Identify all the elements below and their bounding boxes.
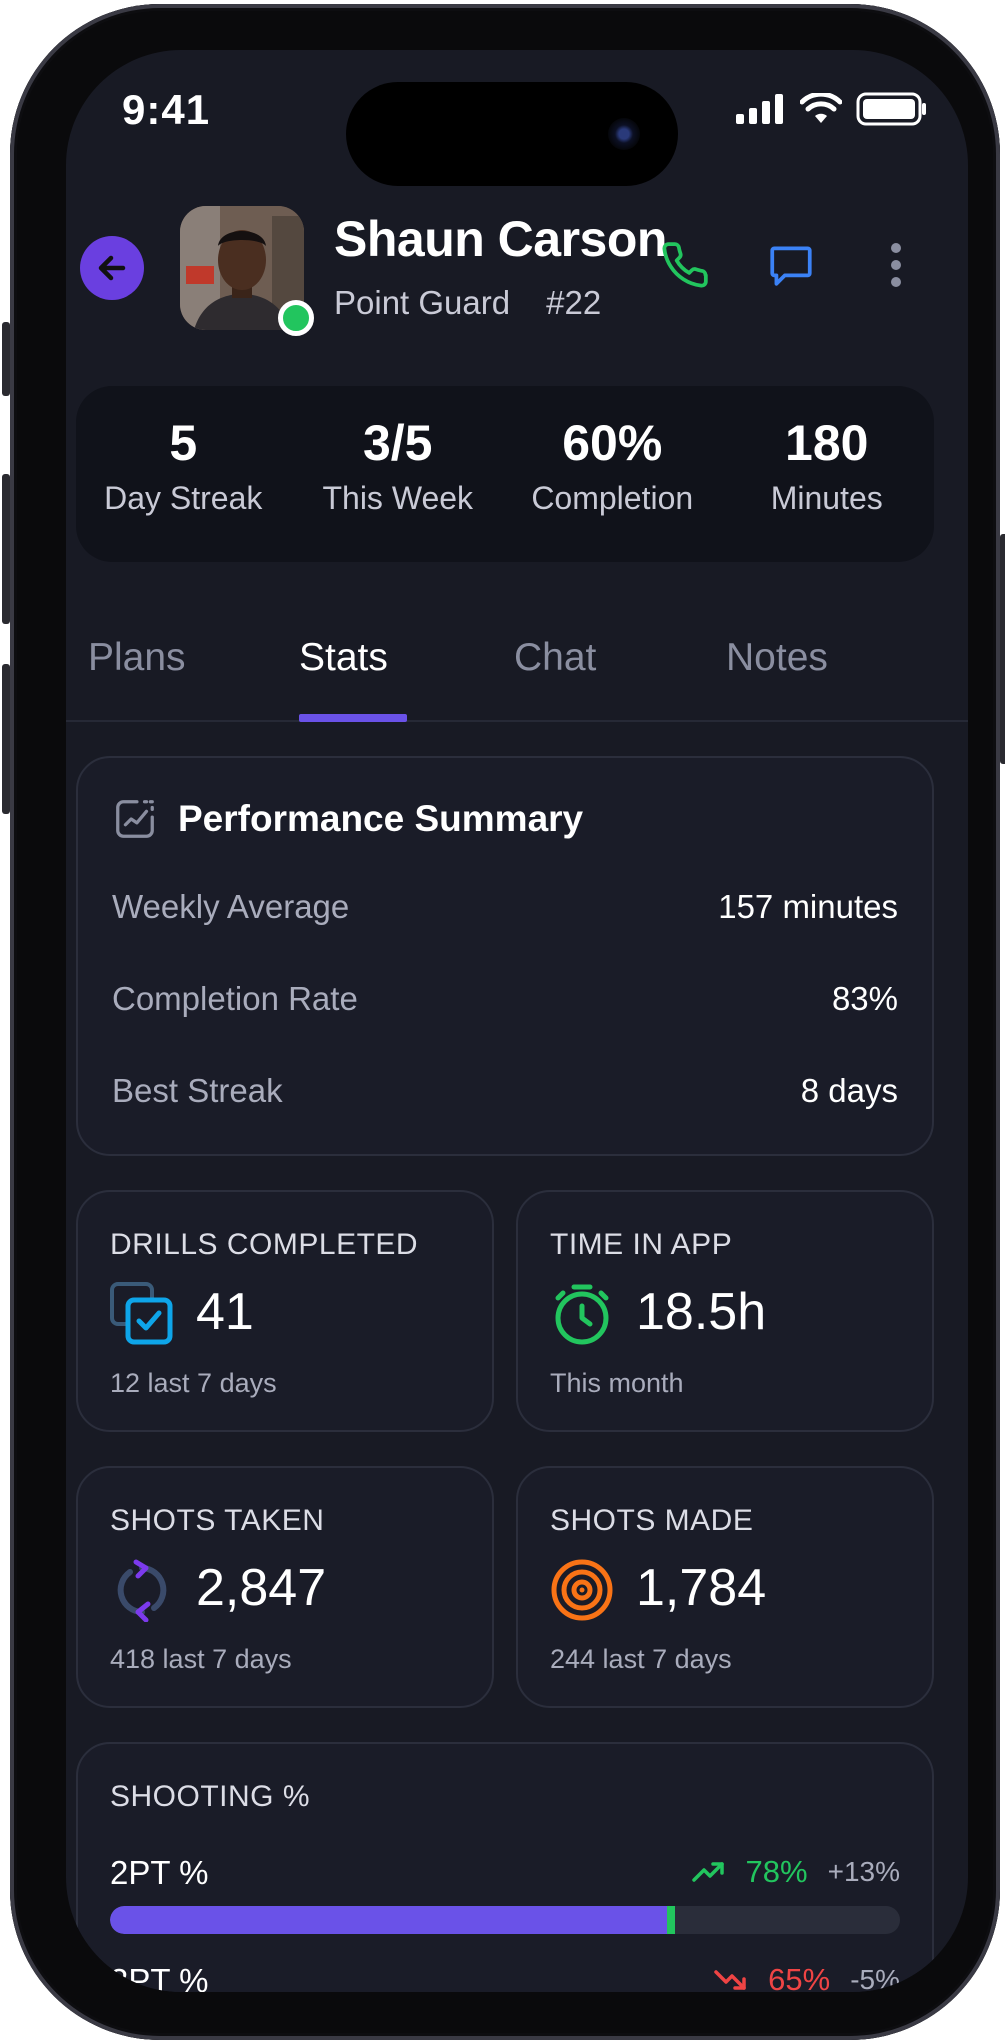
camera-icon xyxy=(608,118,640,150)
stat-value: 180 xyxy=(785,415,869,471)
shooting-row-label: 3PT % xyxy=(110,1962,209,1992)
shooting-progress-tip xyxy=(666,1906,675,1934)
shooting-progress-bar xyxy=(110,1906,900,1934)
drills-completed-card: DRILLS COMPLETED 41 12 last 7 days xyxy=(76,1190,494,1432)
silent-switch xyxy=(2,322,10,396)
trending-down-icon xyxy=(714,1970,746,1990)
metric-label: SHOTS TAKEN xyxy=(110,1504,325,1537)
signal-icon xyxy=(736,94,783,124)
stat-label: Day Streak xyxy=(104,480,263,516)
perf-label: Completion Rate xyxy=(112,980,358,1017)
summary-stats: 5 Day Streak 3/5 This Week 60% Completio… xyxy=(76,386,934,562)
metric-sub: 244 last 7 days xyxy=(550,1644,732,1674)
shots-taken-card: SHOTS TAKEN 2,847 418 last 7 days xyxy=(76,1466,494,1708)
shooting-row-stats: 78% +13% xyxy=(691,1854,900,1890)
stat-label: Completion xyxy=(531,480,694,516)
metric-label: TIME IN APP xyxy=(550,1228,733,1261)
stat-day-streak: 5 Day Streak xyxy=(76,386,291,562)
stat-value: 3/5 xyxy=(362,415,433,471)
metric-sub: This month xyxy=(550,1368,684,1398)
tab-notes[interactable]: Notes xyxy=(726,636,828,679)
tab-chat[interactable]: Chat xyxy=(514,636,597,679)
checklist-icon xyxy=(110,1282,174,1346)
shooting-progress-fill xyxy=(110,1906,671,1934)
status-icons xyxy=(736,92,928,126)
trending-up-icon xyxy=(691,1862,724,1882)
perf-label: Best Streak xyxy=(112,1072,283,1109)
tab-stats[interactable]: Stats xyxy=(299,636,388,679)
metric-value: 1,784 xyxy=(636,1559,767,1617)
wifi-icon xyxy=(800,93,842,123)
target-icon xyxy=(550,1558,614,1622)
arrow-left-icon xyxy=(98,255,126,281)
avatar[interactable] xyxy=(180,206,304,330)
stat-this-week: 3/5 This Week xyxy=(291,386,506,562)
perf-value: 157 minutes xyxy=(718,888,898,925)
battery-icon xyxy=(856,92,926,126)
volume-up-button xyxy=(2,474,10,624)
avatar-image xyxy=(180,206,304,330)
perf-label: Weekly Average xyxy=(112,888,350,925)
refresh-icon xyxy=(110,1558,174,1623)
shooting-delta: -5% xyxy=(850,1964,900,1992)
player-number: #22 xyxy=(546,284,602,321)
perf-value: 83% xyxy=(831,980,898,1017)
metric-sub: 12 last 7 days xyxy=(110,1368,277,1398)
perf-value: 8 days xyxy=(800,1072,898,1109)
shooting-delta: +13% xyxy=(827,1856,900,1887)
time-in-app-card: TIME IN APP 18.5h This month xyxy=(516,1190,934,1432)
message-button[interactable] xyxy=(766,240,816,295)
shooting-percentage-card: SHOOTING % 2PT % 78% +13% 3PT % xyxy=(76,1742,934,1992)
chat-bubble-icon xyxy=(770,246,812,286)
shooting-pct: 78% xyxy=(745,1854,808,1889)
more-vertical-icon xyxy=(891,243,901,287)
perf-row-weekly-average: Weekly Average 157 minutes xyxy=(112,888,898,926)
status-time: 9:41 xyxy=(122,86,211,133)
metric-value: 2,847 xyxy=(196,1559,327,1617)
phone-icon xyxy=(662,242,708,288)
perf-row-best-streak: Best Streak 8 days xyxy=(112,1072,898,1110)
volume-down-button xyxy=(2,664,10,814)
stat-minutes: 180 Minutes xyxy=(720,386,935,562)
more-options-button[interactable] xyxy=(886,242,906,293)
stopwatch-icon xyxy=(550,1282,614,1346)
player-position: Point Guard xyxy=(334,284,511,321)
shooting-title: SHOOTING % xyxy=(110,1780,311,1813)
chart-trend-icon xyxy=(112,796,158,847)
dynamic-island xyxy=(346,82,678,186)
stat-completion: 60% Completion xyxy=(505,386,720,562)
perf-row-completion-rate: Completion Rate 83% xyxy=(112,980,898,1018)
shots-made-card: SHOTS MADE 1,784 244 last 7 days xyxy=(516,1466,934,1708)
stat-label: Minutes xyxy=(770,480,883,516)
shooting-row-stats: 65% -5% xyxy=(714,1962,900,1992)
online-status-dot xyxy=(278,300,314,336)
tab-bar: Plans Stats Chat Notes xyxy=(66,636,968,722)
metric-value: 18.5h xyxy=(636,1283,767,1341)
back-button[interactable] xyxy=(80,236,144,300)
tab-plans[interactable]: Plans xyxy=(88,636,186,679)
player-name: Shaun Carson xyxy=(334,211,667,267)
call-button[interactable] xyxy=(660,240,710,295)
metric-label: SHOTS MADE xyxy=(550,1504,754,1537)
stat-value: 60% xyxy=(562,415,663,471)
screen: 9:41 xyxy=(66,50,968,1992)
shooting-row-label: 2PT % xyxy=(110,1854,209,1891)
active-tab-indicator xyxy=(299,714,407,722)
performance-title: Performance Summary xyxy=(178,798,584,839)
performance-summary-card: Performance Summary Weekly Average 157 m… xyxy=(76,756,934,1156)
power-button xyxy=(1000,534,1005,764)
stat-label: This Week xyxy=(322,480,474,516)
player-meta: Point Guard #22 xyxy=(334,284,601,322)
metric-sub: 418 last 7 days xyxy=(110,1644,292,1674)
metric-value: 41 xyxy=(196,1283,254,1341)
phone-frame: 9:41 xyxy=(2,4,1005,2040)
stat-value: 5 xyxy=(169,415,198,471)
shooting-pct: 65% xyxy=(768,1962,831,1992)
metric-label: DRILLS COMPLETED xyxy=(110,1228,419,1261)
